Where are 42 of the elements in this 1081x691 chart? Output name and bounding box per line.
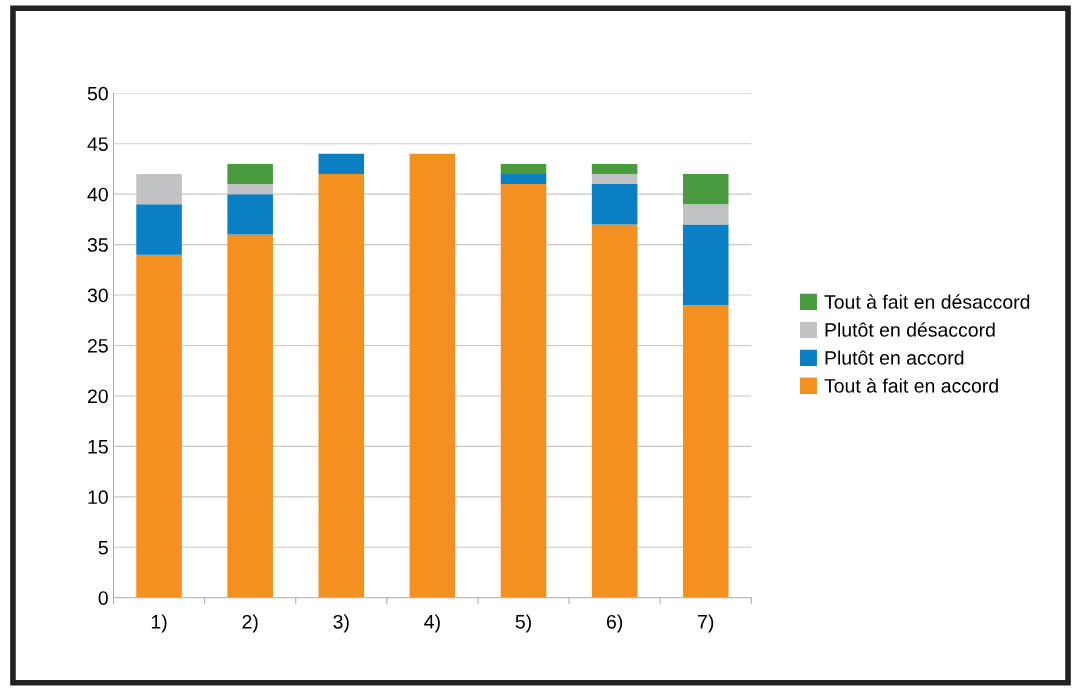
bar — [500, 163, 547, 174]
bar — [500, 173, 547, 185]
bar — [591, 173, 638, 185]
bar — [227, 194, 273, 235]
bar — [682, 204, 729, 225]
bar — [318, 173, 365, 598]
bar — [227, 234, 273, 598]
y-tick-label: 0 — [98, 591, 108, 605]
legend-label: Tout à fait en désaccord — [824, 294, 1030, 309]
bar — [591, 224, 638, 598]
y-tick-label: 45 — [87, 137, 108, 151]
y-tick-label: 15 — [88, 440, 108, 454]
bar — [227, 163, 273, 185]
x-tick-label: 5) — [515, 614, 531, 633]
y-tick-label: 5 — [98, 540, 108, 555]
bar — [136, 254, 182, 598]
x-tick-label: 6) — [606, 614, 623, 633]
y-tick-label: 40 — [87, 187, 108, 202]
x-tick-label: 3) — [333, 614, 349, 633]
legend-label: Plutôt en désaccord — [825, 322, 995, 337]
bar — [227, 184, 273, 195]
y-tick-label: 20 — [88, 389, 108, 404]
bar — [682, 173, 729, 205]
y-tick-label: 50 — [87, 86, 108, 101]
y-tick-label: 35 — [87, 238, 108, 252]
legend-label: Tout à fait en accord — [824, 378, 998, 393]
y-tick-label: 10 — [88, 490, 108, 505]
bar — [318, 153, 365, 174]
y-tick-label: 25 — [88, 338, 108, 353]
bar — [591, 184, 638, 225]
bar — [409, 153, 456, 598]
bar — [682, 224, 729, 306]
x-tick-label: 2) — [242, 614, 258, 633]
y-tick-label: 30 — [87, 288, 108, 303]
bar — [500, 184, 547, 598]
bar — [136, 204, 182, 255]
x-tick-label: 4) — [424, 614, 440, 633]
x-tick-label: 7) — [698, 614, 714, 633]
bar — [682, 305, 729, 598]
legend-label: Plutôt en accord — [825, 350, 964, 365]
x-tick-label: 1) — [151, 614, 167, 633]
bar — [591, 163, 638, 174]
